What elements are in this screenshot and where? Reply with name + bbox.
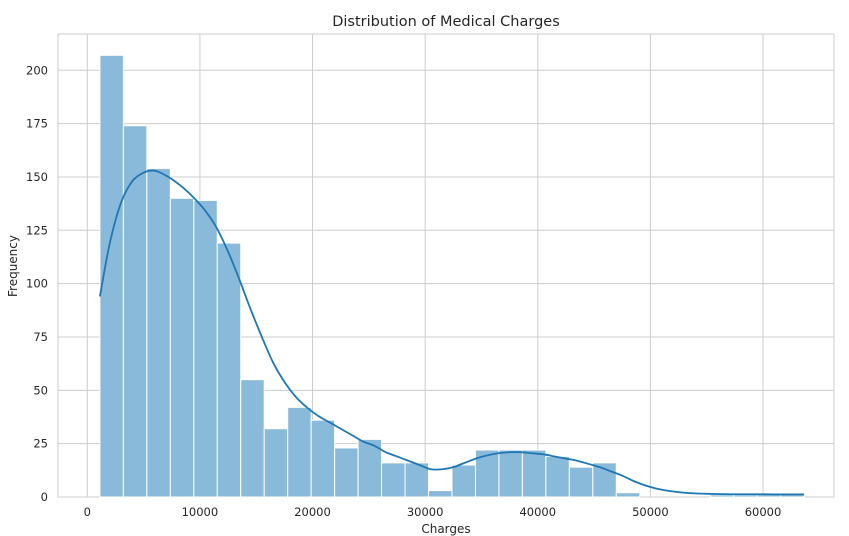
y-axis-label: Frequency	[6, 235, 20, 297]
histogram-bar	[709, 494, 735, 498]
histogram-bar	[193, 199, 218, 498]
x-tick-label: 10000	[182, 505, 219, 519]
y-tick-label: 175	[26, 117, 48, 131]
x-tick-labels: 0 10000 20000 30000 40000 50000 60000	[84, 505, 782, 519]
y-tick-label: 75	[33, 330, 48, 344]
histogram-bar	[122, 125, 148, 498]
histogram-bar	[240, 379, 265, 498]
x-tick-label: 50000	[632, 505, 669, 519]
histogram-bar	[334, 447, 359, 498]
x-tick-label: 40000	[519, 505, 556, 519]
histogram-bar	[287, 406, 312, 498]
y-tick-label: 200	[26, 63, 48, 77]
histogram-bar	[521, 449, 547, 498]
x-tick-label: 30000	[407, 505, 444, 519]
chart-title: Distribution of Medical Charges	[332, 14, 560, 30]
histogram-bar	[733, 494, 758, 498]
kde-curve	[99, 169, 805, 496]
y-tick-labels: 0 25 50 75 100 125 150 175 200	[26, 63, 48, 504]
histogram-bar	[615, 492, 641, 498]
y-tick-label: 100	[26, 277, 48, 291]
x-tick-label: 20000	[294, 505, 331, 519]
histogram-bar	[428, 490, 453, 498]
y-tick-label: 150	[26, 170, 48, 184]
histogram-bar	[146, 167, 171, 498]
y-tick-label: 50	[33, 383, 48, 397]
histogram-bar	[498, 449, 523, 498]
kde-line	[99, 169, 805, 496]
x-tick-label: 0	[84, 505, 91, 519]
y-tick-label: 25	[33, 437, 48, 451]
histogram-bar	[381, 462, 406, 498]
bars	[99, 54, 805, 498]
histogram-bar	[568, 466, 594, 498]
histogram-bar	[169, 197, 195, 498]
histogram-bar	[263, 428, 289, 498]
histogram-bar	[404, 462, 430, 498]
x-axis-label: Charges	[421, 522, 470, 536]
y-tick-label: 125	[26, 223, 48, 237]
histogram-bar	[310, 419, 336, 498]
histogram-bar	[451, 464, 476, 498]
histogram-bar	[216, 242, 242, 498]
histogram-bar	[545, 455, 570, 498]
y-tick-label: 0	[41, 490, 48, 504]
x-tick-label: 60000	[745, 505, 782, 519]
